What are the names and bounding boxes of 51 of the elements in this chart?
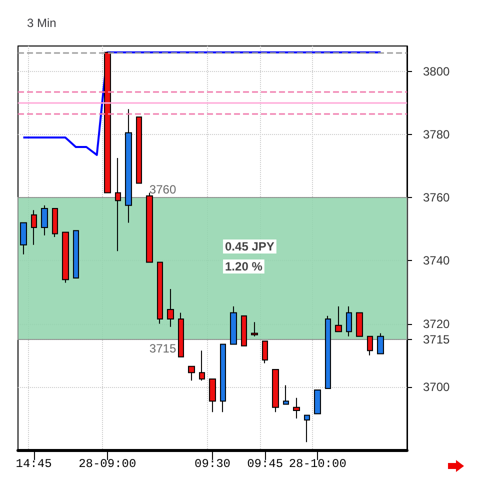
candlestick (346, 306, 352, 337)
x-tick-label: 28-10:00 (288, 457, 346, 471)
candlestick (220, 344, 226, 413)
candlestick (157, 262, 163, 324)
y-tick-label: 3720 (423, 316, 450, 331)
candlestick (314, 390, 321, 414)
candlestick (377, 332, 384, 354)
candlestick (125, 108, 132, 224)
candlestick (251, 322, 258, 337)
candlestick (199, 350, 205, 382)
candlestick (136, 116, 142, 184)
annotation: 0.45 JPY (225, 240, 274, 254)
x-tick-label: 28-09:00 (78, 457, 136, 471)
candlestick (104, 52, 111, 194)
y-tick-label: 3800 (423, 64, 450, 78)
candlestick (356, 312, 363, 337)
candlestick (272, 369, 279, 413)
candlestick (115, 158, 121, 252)
y-tick-label: 3715 (423, 332, 450, 347)
candlestick (304, 414, 310, 443)
chart-title: 3 Min (27, 16, 56, 30)
candlestick (52, 208, 58, 238)
candlestick (293, 397, 300, 419)
candlestick (20, 222, 27, 255)
candlestick (283, 384, 289, 405)
y-tick-label: 3780 (423, 127, 450, 142)
y-tick-label: 3740 (423, 254, 450, 268)
candlestick (209, 378, 216, 413)
x-tick-label: 14:45 (16, 457, 52, 471)
y-tick-label: 3760 (423, 190, 450, 204)
x-tick-label: 09:45 (247, 457, 284, 471)
candlestick (31, 210, 37, 246)
candlestick (62, 232, 69, 284)
candlestick (167, 288, 174, 328)
annotation: 1.20 % (225, 260, 263, 274)
candlestick (262, 340, 268, 364)
candlestick (146, 192, 153, 263)
candlestick (325, 315, 331, 389)
candlestick (41, 204, 48, 236)
candlestick (367, 336, 373, 356)
annotation: 3715 (149, 342, 176, 356)
candlestick (230, 306, 237, 345)
y-tick-label: 3700 (423, 380, 450, 394)
candlestick (73, 230, 79, 278)
annotation: 3760 (149, 182, 176, 196)
line-series (22, 51, 382, 156)
candlestick (241, 315, 247, 346)
x-tick-label: 09:30 (194, 457, 231, 471)
candlestick (188, 366, 195, 382)
candlestick (335, 306, 342, 332)
candlestick (178, 312, 184, 358)
